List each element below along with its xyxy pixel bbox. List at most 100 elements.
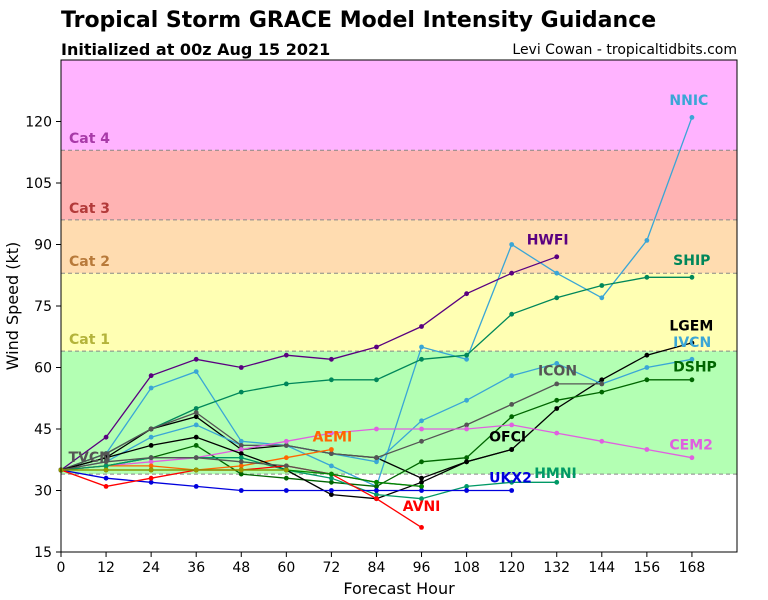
point-dshp-11 xyxy=(554,397,560,403)
point-ofci-8 xyxy=(419,479,424,485)
y-tick-label-1: 30 xyxy=(34,484,52,500)
band-4 xyxy=(61,150,737,220)
point-cem2-11 xyxy=(554,430,560,436)
x-tick-label-3: 36 xyxy=(187,560,205,576)
point-ivcn-13 xyxy=(644,365,650,370)
point-tvcn-3 xyxy=(193,455,199,461)
point-tvcn-4 xyxy=(238,459,244,465)
series-label-nnic: NNIC xyxy=(669,93,708,109)
point-lgem-3 xyxy=(193,414,199,420)
y-tick-label-6: 105 xyxy=(25,176,52,192)
point-nnic-2 xyxy=(148,385,154,391)
point-nnic-13 xyxy=(644,238,650,243)
point-ship-7 xyxy=(374,377,379,383)
band-label-cat-2: Cat 2 xyxy=(69,254,110,270)
point-ofci-2 xyxy=(148,443,154,448)
y-axis-label: Wind Speed (kt) xyxy=(3,242,22,371)
point-ofci-6 xyxy=(329,492,334,497)
point-hwfi-6 xyxy=(329,356,334,362)
series-label-ship: SHIP xyxy=(673,253,710,269)
point-icon-9 xyxy=(464,422,469,428)
point-ship-5 xyxy=(283,381,289,387)
point-dshp-14 xyxy=(689,377,695,383)
point-avni-2 xyxy=(148,475,154,481)
point-ship-14 xyxy=(689,274,695,280)
x-tick-label-12: 144 xyxy=(588,560,615,576)
point-cem2-6 xyxy=(329,430,334,436)
point-icon-6 xyxy=(329,451,334,456)
point-icon-2 xyxy=(148,426,154,432)
point-ocd5-3 xyxy=(193,467,199,473)
x-axis-label: Forecast Hour xyxy=(343,579,455,598)
series-labels: Cat 1 Cat 2 Cat 3 Cat 4 NNIC HWFI SHIP LGEMIVCN… xyxy=(69,93,717,515)
point-ship-12 xyxy=(599,283,605,288)
point-hmni-7 xyxy=(374,492,379,497)
point-cem2-2 xyxy=(148,459,154,465)
point-cem2-9 xyxy=(464,426,469,432)
point-nnic-8 xyxy=(419,344,424,350)
point-ukx2-2 xyxy=(148,479,154,485)
point-ship-11 xyxy=(554,295,560,301)
point-hwfi-8 xyxy=(419,324,424,329)
chart-subtitle: Initialized at 00z Aug 15 2021 xyxy=(61,40,331,59)
point-ship-4 xyxy=(238,389,244,395)
point-cem2-10 xyxy=(509,422,515,428)
point-icon-11 xyxy=(554,381,560,387)
band-1 xyxy=(61,351,737,475)
series-label-ofci: OFCI xyxy=(489,429,526,445)
x-tick-label-4: 48 xyxy=(232,560,250,576)
point-nnic-3 xyxy=(193,369,199,374)
y-tick-label-0: 15 xyxy=(34,545,52,561)
y-tick-label-2: 45 xyxy=(34,422,52,438)
point-dshp-12 xyxy=(599,389,605,395)
point-dshp-8 xyxy=(419,459,424,465)
point-hwfi-10 xyxy=(509,270,515,276)
point-nnic-11 xyxy=(554,270,560,276)
series-label-dshp: DSHP xyxy=(673,360,717,376)
point-dshp-5 xyxy=(283,475,289,481)
point-nnic-14 xyxy=(689,115,695,120)
x-tick-label-9: 108 xyxy=(453,560,480,576)
point-tvcn-2 xyxy=(148,455,154,461)
y-tick-label-5: 90 xyxy=(34,238,52,254)
point-hwfi-2 xyxy=(148,373,154,379)
point-nnic-6 xyxy=(329,463,334,469)
x-tick-label-2: 24 xyxy=(142,560,160,576)
point-tvcn-1 xyxy=(103,459,109,465)
point-icon-8 xyxy=(419,438,424,444)
point-dshp-7 xyxy=(374,484,379,489)
point-avni-8 xyxy=(419,525,424,530)
y-tick-label-7: 120 xyxy=(25,115,52,131)
point-lgem-11 xyxy=(554,406,560,411)
point-ukx2-8 xyxy=(419,488,424,493)
point-ukx2-4 xyxy=(238,488,244,493)
series-label-avni: AVNI xyxy=(403,499,441,515)
series-label-icon: ICON xyxy=(538,364,577,380)
point-lgem-13 xyxy=(644,352,650,358)
point-icon-3 xyxy=(193,410,199,415)
point-cem2-14 xyxy=(689,455,695,461)
point-icon-7 xyxy=(374,455,379,461)
x-tick-label-11: 132 xyxy=(543,560,570,576)
point-lgem-8 xyxy=(419,475,424,481)
point-lgem-12 xyxy=(599,377,605,383)
point-aemi-4 xyxy=(238,463,244,469)
point-dshp-10 xyxy=(509,414,515,420)
x-tick-label-14: 168 xyxy=(679,560,706,576)
point-ctcx-6 xyxy=(329,471,334,477)
x-tick-label-5: 60 xyxy=(277,560,295,576)
point-hwfi-1 xyxy=(103,434,109,440)
series-label-hmni: HMNI xyxy=(534,466,577,482)
point-cem2-5 xyxy=(283,438,289,444)
point-hmni-10 xyxy=(509,479,515,485)
point-ofci-3 xyxy=(193,434,199,440)
point-ofci-10 xyxy=(509,447,515,452)
series-label-cem2: CEM2 xyxy=(669,438,713,454)
point-icon-4 xyxy=(238,443,244,448)
point-hmni-1 xyxy=(103,463,109,469)
point-ocd5-2 xyxy=(148,467,154,473)
category-bands xyxy=(61,60,737,552)
point-avni-1 xyxy=(103,484,109,489)
point-icon-12 xyxy=(599,381,605,387)
